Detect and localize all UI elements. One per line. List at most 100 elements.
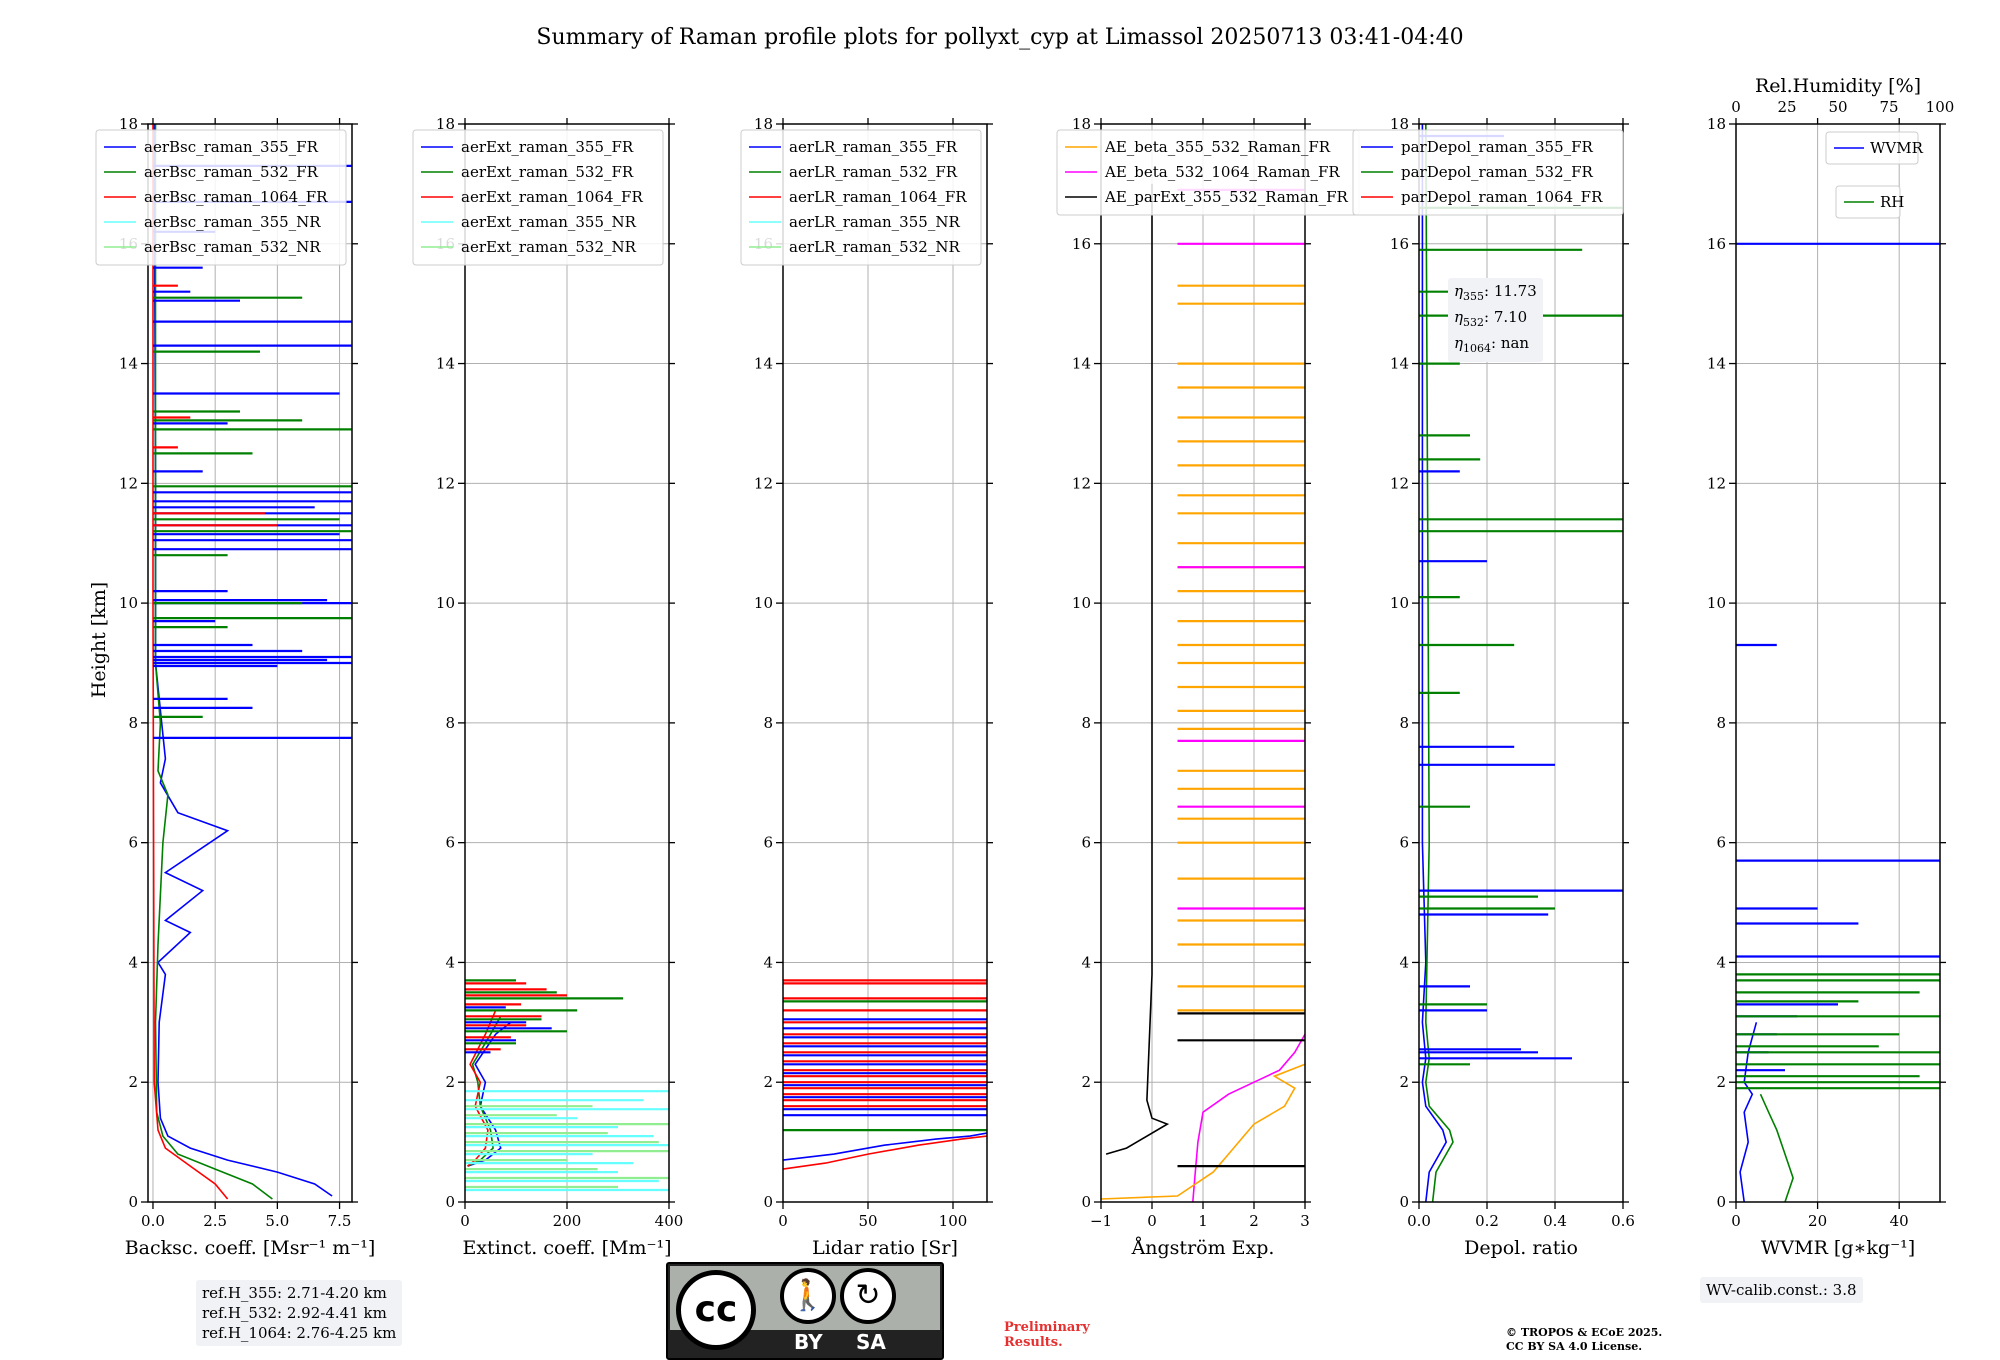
y-tick-label: 10	[754, 594, 773, 612]
y-tick-label: 2	[128, 1073, 138, 1091]
legend-label: aerLR_raman_532_NR	[789, 238, 960, 256]
y-tick-label: 0	[1399, 1193, 1409, 1211]
x2-tick-label: 100	[1926, 98, 1955, 116]
y-tick-label: 0	[128, 1193, 138, 1211]
y-tick-label: 10	[436, 594, 455, 612]
eta-532: η532: 7.10	[1454, 308, 1528, 329]
y-tick-label: 14	[1390, 355, 1409, 373]
y-tick-label: 10	[119, 594, 138, 612]
y-tick-label: 8	[1716, 714, 1726, 732]
y-tick-label: 14	[754, 355, 773, 373]
legend-label: aerBsc_raman_355_NR	[144, 213, 321, 231]
x-tick-label: 50	[858, 1212, 877, 1230]
x2-axis-label: Rel.Humidity [%]	[1755, 75, 1921, 97]
x-tick-label: 0.2	[1475, 1212, 1499, 1230]
y-tick-label: 6	[1399, 834, 1409, 852]
y-tick-label: 12	[1072, 474, 1091, 492]
x-axis-label: Backsc. coeff. [Msr⁻¹ m⁻¹]	[125, 1237, 376, 1259]
legend-label: aerLR_raman_355_FR	[789, 138, 958, 156]
series-line-aerBsc_raman_355_FR	[153, 123, 333, 1197]
cc-logo-icon: cc	[676, 1270, 756, 1350]
legend-label: AE_beta_532_1064_Raman_FR	[1104, 163, 1340, 181]
x-axis-label: Lidar ratio [Sr]	[812, 1237, 958, 1259]
x-tick-label: 3	[1300, 1212, 1310, 1230]
x-tick-label: 0	[460, 1212, 470, 1230]
x-axis-label: Depol. ratio	[1464, 1237, 1578, 1259]
y-tick-label: 6	[1716, 834, 1726, 852]
y-tick-label: 8	[1081, 714, 1091, 732]
x-axis-label: WVMR [g∗kg⁻¹]	[1761, 1237, 1915, 1259]
y-tick-label: 10	[1707, 594, 1726, 612]
y-tick-label: 4	[1081, 953, 1091, 971]
legend-box	[1352, 129, 1624, 216]
y-tick-label: 0	[1716, 1193, 1726, 1211]
x-tick-label: 0.0	[1407, 1212, 1431, 1230]
y-tick-label: 18	[119, 115, 138, 133]
x-tick-label: 5.0	[265, 1212, 289, 1230]
cc-license-badge[interactable]: cc 🚶 ↻ BY SA	[666, 1262, 944, 1360]
legend-label: aerLR_raman_355_NR	[789, 213, 960, 231]
y-tick-label: 12	[119, 474, 138, 492]
y-tick-label: 18	[436, 115, 455, 133]
y-tick-label: 8	[128, 714, 138, 732]
y-tick-label: 12	[754, 474, 773, 492]
y-tick-label: 8	[445, 714, 455, 732]
panel-2: 0246810121416180200400Extinct. coeff. [M…	[412, 115, 684, 1259]
legend-label: AE_beta_355_532_Raman_FR	[1104, 138, 1331, 156]
copyright-note: © TROPOS & ECoE 2025. CC BY SA 4.0 Licens…	[1506, 1326, 1663, 1353]
x-tick-label: 200	[553, 1212, 582, 1230]
y-tick-label: 10	[1072, 594, 1091, 612]
y-tick-label: 4	[763, 953, 773, 971]
y-tick-label: 18	[1390, 115, 1409, 133]
legend-label: parDepol_raman_532_FR	[1401, 163, 1594, 181]
x-tick-label: 0.6	[1611, 1212, 1635, 1230]
legend-label: aerExt_raman_1064_FR	[461, 188, 643, 206]
x-tick-label: 0	[1731, 1212, 1741, 1230]
series-line-parDepol_raman_532_FR	[1424, 123, 1454, 1203]
x-axis-label: Ångström Exp.	[1131, 1237, 1275, 1259]
eta-1064: η1064: nan	[1454, 334, 1530, 355]
x-tick-label: 400	[655, 1212, 684, 1230]
x-tick-label: 1	[1198, 1212, 1208, 1230]
y-tick-label: 18	[1707, 115, 1726, 133]
y-tick-label: 14	[436, 355, 455, 373]
legend-label: aerBsc_raman_532_NR	[144, 238, 321, 256]
person-icon: 🚶	[780, 1268, 836, 1324]
y-tick-label: 0	[445, 1193, 455, 1211]
legend-box	[412, 129, 664, 266]
x2-tick-label: 50	[1828, 98, 1847, 116]
legend-label: AE_parExt_355_532_Raman_FR	[1104, 188, 1349, 206]
series-line-WVMR	[1739, 1022, 1758, 1203]
series-line-aerBsc_raman_1064_FR	[152, 124, 229, 1200]
y-tick-label: 18	[754, 115, 773, 133]
series-line-AE_beta_355_532_Raman_FR	[1100, 1063, 1306, 1200]
series-line-aerLR_raman_1064_FR	[782, 1135, 988, 1170]
y-tick-label: 2	[1081, 1073, 1091, 1091]
y-tick-label: 6	[1081, 834, 1091, 852]
y-tick-label: 6	[445, 834, 455, 852]
x-tick-label: 0	[1147, 1212, 1157, 1230]
x-tick-label: 0.0	[141, 1212, 165, 1230]
legend-label: aerExt_raman_532_NR	[461, 238, 637, 256]
x-tick-label: 0.4	[1543, 1212, 1567, 1230]
x2-tick-label: 0	[1731, 98, 1741, 116]
share-alike-icon: ↻	[840, 1268, 896, 1324]
axes-frame	[1735, 123, 1941, 1203]
y-tick-label: 2	[1399, 1073, 1409, 1091]
series-line-AE_parExt_355_532_Raman_FR	[1105, 183, 1170, 1155]
y-tick-label: 12	[1707, 474, 1726, 492]
legend-label: aerExt_raman_355_NR	[461, 213, 637, 231]
y-tick-label: 14	[119, 355, 138, 373]
figure-title: Summary of Raman profile plots for polly…	[536, 25, 1463, 50]
ref-height-1064: ref.H_1064: 2.76-4.25 km	[202, 1324, 397, 1342]
y-tick-label: 10	[1390, 594, 1409, 612]
panel-5: 0 2 4 6 8 10 12 14 16 18 0.0 0.2 0.4 0.6 Depol. ratio p…	[1352, 115, 1635, 1259]
y-tick-label: 4	[1399, 953, 1409, 971]
y-tick-label: 18	[1072, 115, 1091, 133]
y-tick-label: 6	[763, 834, 773, 852]
axes-frame	[782, 123, 988, 1203]
